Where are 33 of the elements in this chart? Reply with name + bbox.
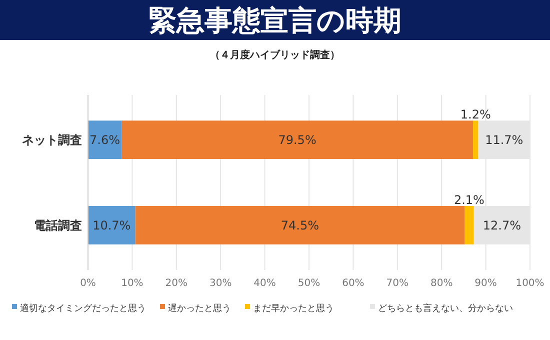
data-label: 12.7% xyxy=(482,218,521,232)
bar xyxy=(135,206,465,244)
data-label: 1.2% xyxy=(460,108,491,122)
bar xyxy=(88,120,122,160)
chart-subtitle: （４月度ハイブリッド調査） xyxy=(210,49,340,61)
bar xyxy=(122,120,473,160)
x-tick-label: 70% xyxy=(386,278,409,289)
y-tick-label: 電話調査 xyxy=(34,218,82,232)
data-label: 11.7% xyxy=(485,133,524,148)
data-label: 74.5% xyxy=(280,218,319,232)
data-label: 7.6% xyxy=(90,133,120,148)
x-tick-label: 10% xyxy=(121,278,144,289)
chart-title: 緊急事態宣言の時期 xyxy=(148,4,402,37)
x-tick-label: 30% xyxy=(209,278,232,289)
legend-label: 遅かったと思う xyxy=(168,303,231,314)
legend-label: 適切なタイミングだったと思う xyxy=(20,303,146,314)
x-tick-label: 60% xyxy=(342,278,364,289)
x-tick-label: 40% xyxy=(254,278,276,289)
legend-label: どちらとも言えない、分からない xyxy=(378,303,513,314)
bar xyxy=(464,206,474,244)
bar xyxy=(472,120,478,160)
bar xyxy=(88,206,136,244)
x-tick-label: 50% xyxy=(298,278,320,289)
data-label: 10.7% xyxy=(92,218,131,232)
data-label: 79.5% xyxy=(278,133,316,148)
x-tick-label: 90% xyxy=(474,278,497,289)
y-tick-label: ネット調査 xyxy=(22,133,82,148)
x-tick-label: 0% xyxy=(80,278,96,289)
data-label: 2.1% xyxy=(454,192,484,207)
x-tick-label: 80% xyxy=(430,278,453,289)
legend-label: まだ早かったと思う xyxy=(253,303,334,314)
x-tick-label: 100% xyxy=(516,278,544,289)
x-tick-label: 20% xyxy=(165,278,188,289)
